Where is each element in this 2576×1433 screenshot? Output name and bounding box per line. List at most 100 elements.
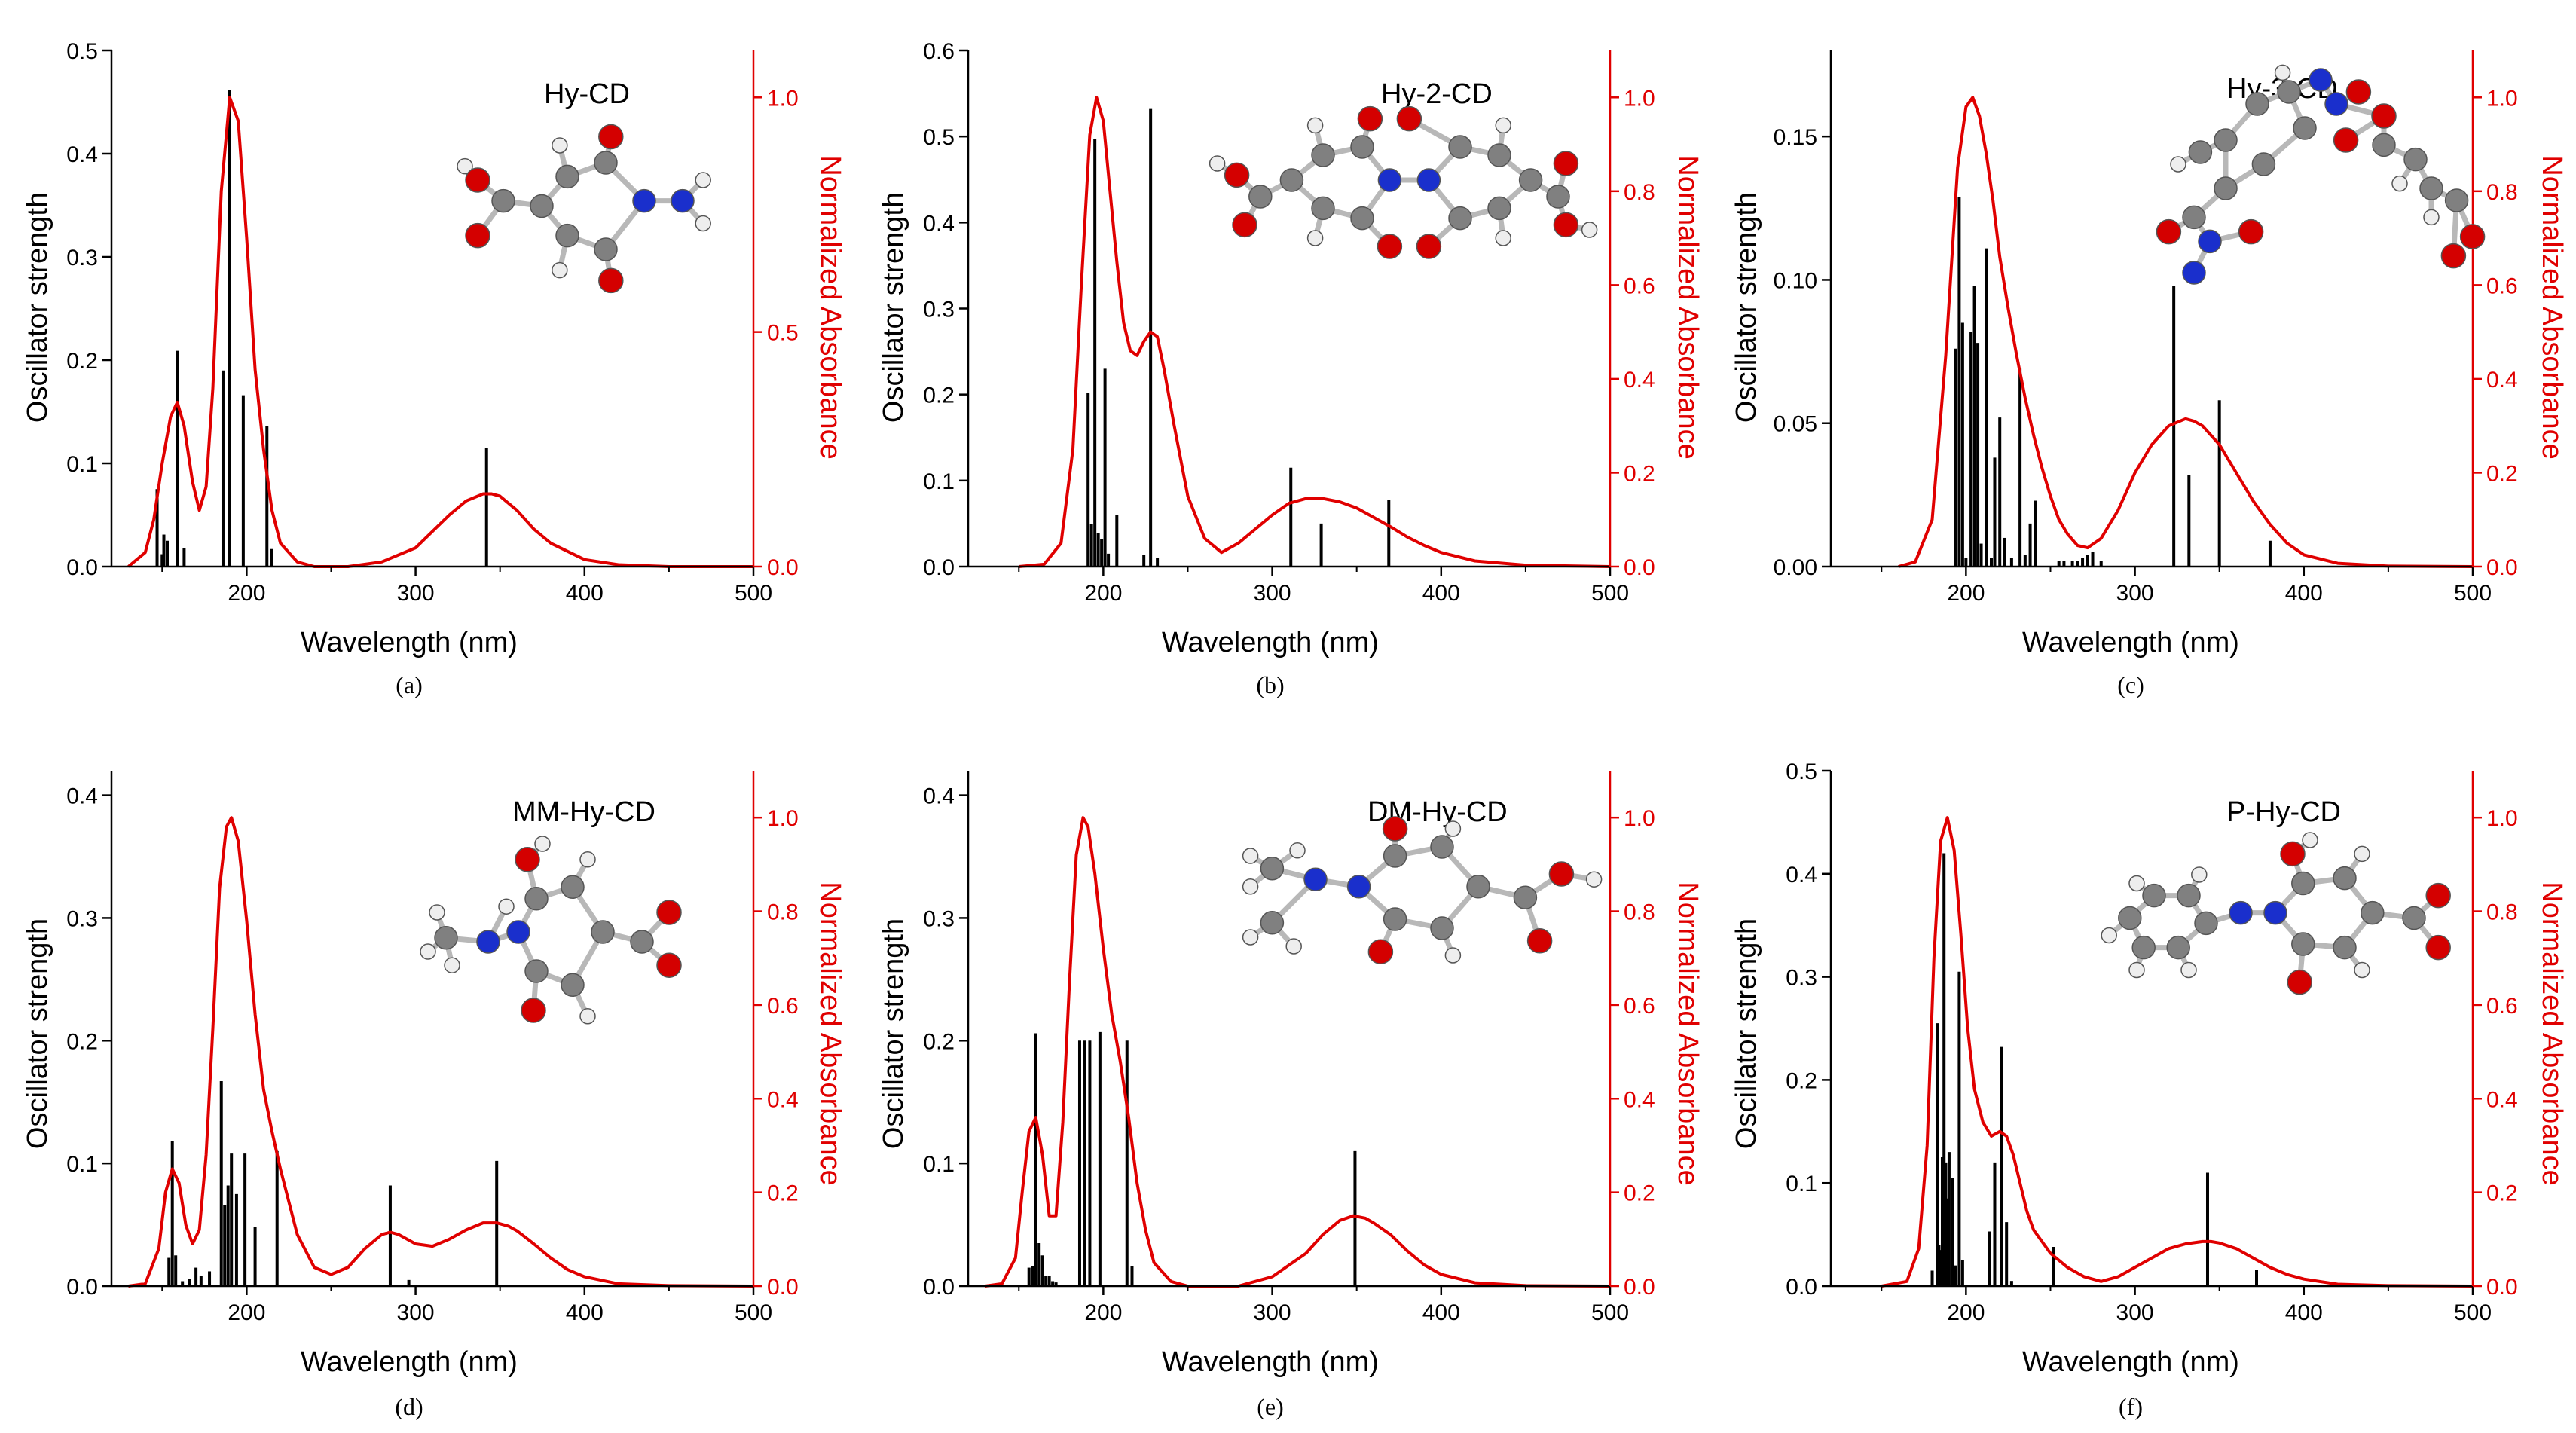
y-axis-label: Oscillator strength bbox=[1731, 192, 1762, 423]
molecule-atom bbox=[1546, 185, 1570, 209]
y-right-tick-label: 1.0 bbox=[767, 806, 799, 831]
y-right-tick-label: 1.0 bbox=[1624, 86, 1655, 111]
y-tick-label: 0.0 bbox=[66, 1275, 98, 1300]
molecule-atom bbox=[434, 926, 458, 950]
molecule-atom bbox=[1306, 117, 1324, 134]
molecule-atom bbox=[1444, 947, 1462, 964]
y-right-tick-label: 0.4 bbox=[1624, 1087, 1655, 1112]
absorbance-curve bbox=[1881, 816, 2474, 1288]
x-axis-label: Wavelength (nm) bbox=[2022, 627, 2239, 658]
molecule-atom bbox=[2291, 871, 2315, 896]
molecule-atom bbox=[1430, 835, 1454, 859]
molecule-atom bbox=[2128, 961, 2145, 979]
y-right-tick-label: 0.6 bbox=[1624, 273, 1655, 298]
y-axis-label: Oscillator strength bbox=[878, 192, 909, 423]
x-axis-label: Wavelength (nm) bbox=[301, 1346, 518, 1378]
molecule-atom bbox=[1495, 230, 1511, 246]
y-right-tick-label: 0.2 bbox=[767, 1181, 799, 1206]
molecule-atom bbox=[465, 222, 490, 249]
y-right-tick-label: 1.0 bbox=[767, 86, 799, 111]
x-axis-label: Wavelength (nm) bbox=[2022, 1346, 2239, 1378]
molecule-atom bbox=[465, 167, 490, 193]
x-axis-label: Wavelength (nm) bbox=[301, 627, 518, 658]
molecule-atom bbox=[2280, 841, 2306, 867]
molecule-atom bbox=[1518, 168, 1543, 192]
molecule-atom bbox=[429, 904, 445, 921]
y-right-axis-label: Normalized Absorbance bbox=[814, 155, 846, 459]
y-tick-label: 0.0 bbox=[1786, 1275, 1817, 1300]
y-right-tick-label: 0.0 bbox=[2486, 555, 2518, 580]
x-tick-label: 500 bbox=[735, 1300, 772, 1325]
molecule-atom bbox=[1585, 871, 1603, 888]
molecule-atom bbox=[2214, 128, 2238, 152]
panel-title: Hy-CD bbox=[544, 78, 630, 110]
y-right-tick-label: 0.4 bbox=[2486, 368, 2518, 393]
y-tick-label: 0.2 bbox=[66, 1029, 98, 1054]
y-tick-label: 0.4 bbox=[923, 784, 955, 809]
y-tick-label: 0.2 bbox=[923, 383, 955, 408]
molecule-atom bbox=[521, 998, 546, 1023]
molecule-atom bbox=[1350, 206, 1374, 231]
molecule-atom bbox=[1289, 842, 1306, 859]
y-tick-label: 0.4 bbox=[923, 211, 955, 236]
molecule-atom bbox=[671, 188, 695, 213]
y-tick-label: 0.1 bbox=[66, 452, 98, 477]
x-tick-label: 500 bbox=[2454, 1300, 2492, 1325]
y-tick-label: 0.3 bbox=[923, 298, 955, 322]
molecule-atom bbox=[1350, 135, 1374, 159]
molecule-atom bbox=[1487, 196, 1511, 221]
molecule-atom bbox=[1416, 168, 1441, 192]
y-tick-label: 0.05 bbox=[1774, 412, 1817, 437]
molecule-atom bbox=[1553, 151, 1579, 176]
molecule-atom bbox=[1487, 143, 1511, 167]
molecule-atom bbox=[1466, 875, 1490, 899]
molecule-atom bbox=[2277, 80, 2301, 104]
y-tick-label: 0.4 bbox=[66, 784, 98, 809]
x-tick-label: 500 bbox=[1591, 1300, 1629, 1325]
molecule-atom bbox=[598, 124, 624, 150]
molecule-atom bbox=[524, 887, 549, 911]
panel-a: Hy-CD Wavelength (nm) Oscillator strengt… bbox=[22, 39, 846, 698]
y-axis-label: Oscillator strength bbox=[22, 918, 53, 1149]
molecule-atom bbox=[594, 151, 618, 175]
molecule-atom bbox=[2423, 209, 2440, 226]
y-right-tick-label: 0.2 bbox=[1624, 461, 1655, 486]
molecule-atom bbox=[2444, 188, 2469, 212]
panel-caption: (d) bbox=[395, 1393, 423, 1420]
molecule-atom bbox=[2333, 866, 2357, 891]
molecule-atom bbox=[2333, 127, 2359, 153]
molecule-atom bbox=[2291, 932, 2315, 956]
y-tick-label: 0.3 bbox=[923, 906, 955, 931]
molecule-atom bbox=[2214, 176, 2238, 200]
panel-c: Hy-3-CD Wavelength (nm) Oscillator stren… bbox=[1731, 50, 2568, 698]
panel-b: Hy-2-CD Wavelength (nm) Oscillator stren… bbox=[878, 39, 1704, 698]
molecule-atom bbox=[552, 261, 568, 279]
molecule-atom bbox=[2142, 883, 2166, 908]
molecule-atom bbox=[1526, 928, 1553, 954]
molecule-atom bbox=[2128, 875, 2145, 892]
molecule-atom bbox=[2194, 911, 2218, 936]
y-right-axis-label: Normalized Absorbance bbox=[1672, 155, 1704, 459]
y-axis-label: Oscillator strength bbox=[22, 192, 53, 423]
y-right-axis-label: Normalized Absorbance bbox=[814, 881, 846, 1185]
molecule-atom bbox=[2302, 832, 2318, 848]
molecule-atom bbox=[1396, 105, 1422, 132]
y-right-tick-label: 0.0 bbox=[1624, 1275, 1655, 1300]
molecule-atom bbox=[1377, 168, 1402, 192]
molecule-atom bbox=[1346, 875, 1371, 899]
y-tick-label: 0.5 bbox=[923, 125, 955, 150]
y-right-tick-label: 0.6 bbox=[2486, 994, 2518, 1019]
molecule-atom bbox=[524, 959, 549, 983]
y-tick-label: 0.10 bbox=[1774, 268, 1817, 293]
molecule-atom bbox=[1224, 162, 1250, 188]
molecule-atom bbox=[2101, 927, 2117, 944]
molecule-atom bbox=[591, 920, 615, 944]
molecule-atom bbox=[2425, 882, 2451, 909]
x-tick-label: 300 bbox=[397, 581, 435, 606]
y-right-tick-label: 0.6 bbox=[1624, 994, 1655, 1019]
absorbance-curve bbox=[127, 96, 753, 568]
molecule-atom bbox=[561, 973, 585, 997]
molecule-atom bbox=[2324, 92, 2348, 116]
molecule-atom bbox=[2287, 969, 2312, 995]
y-tick-label: 0.0 bbox=[66, 555, 98, 580]
